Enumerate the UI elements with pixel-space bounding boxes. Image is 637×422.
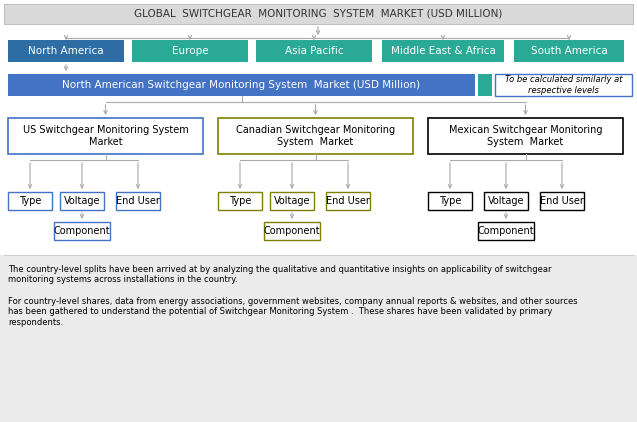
Text: GLOBAL  SWITCHGEAR  MONITORING  SYSTEM  MARKET (USD MILLION): GLOBAL SWITCHGEAR MONITORING SYSTEM MARK…: [134, 9, 503, 19]
Bar: [264, 222, 320, 240]
Text: End User: End User: [540, 196, 584, 206]
Text: Component: Component: [478, 226, 534, 236]
Text: Middle East & Africa: Middle East & Africa: [390, 46, 496, 56]
Bar: [4, 4, 633, 24]
Text: US Switchgear Monitoring System
Market: US Switchgear Monitoring System Market: [23, 125, 189, 147]
Bar: [514, 40, 624, 62]
Bar: [540, 192, 584, 210]
Text: Component: Component: [54, 226, 110, 236]
Bar: [326, 192, 370, 210]
Bar: [478, 74, 492, 96]
Text: Component: Component: [264, 226, 320, 236]
Bar: [428, 118, 623, 154]
Text: Voltage: Voltage: [64, 196, 100, 206]
Bar: [8, 118, 203, 154]
Text: To be calculated similarly at
respective levels: To be calculated similarly at respective…: [505, 75, 622, 95]
Text: North American Switchgear Monitoring System  Market (USD Million): North American Switchgear Monitoring Sys…: [62, 80, 420, 90]
Bar: [218, 192, 262, 210]
Bar: [218, 118, 413, 154]
Bar: [270, 192, 314, 210]
Bar: [8, 192, 52, 210]
Bar: [60, 192, 104, 210]
Bar: [116, 192, 160, 210]
Text: Asia Pacific: Asia Pacific: [285, 46, 343, 56]
Bar: [132, 40, 248, 62]
Text: Europe: Europe: [172, 46, 208, 56]
Bar: [256, 40, 372, 62]
Text: Voltage: Voltage: [274, 196, 310, 206]
Text: South America: South America: [531, 46, 607, 56]
Bar: [478, 222, 534, 240]
Text: Type: Type: [229, 196, 251, 206]
Text: Mexican Switchgear Monitoring
System  Market: Mexican Switchgear Monitoring System Mar…: [448, 125, 602, 147]
Text: Canadian Switchgear Monitoring
System  Market: Canadian Switchgear Monitoring System Ma…: [236, 125, 395, 147]
Text: North America: North America: [28, 46, 104, 56]
Text: The country-level splits have been arrived at by analyzing the qualitative and q: The country-level splits have been arriv…: [8, 265, 552, 284]
Bar: [8, 74, 475, 96]
Text: End User: End User: [116, 196, 160, 206]
Text: Type: Type: [439, 196, 461, 206]
Text: For country-level shares, data from energy associations, government websites, co: For country-level shares, data from ener…: [8, 297, 578, 327]
Bar: [8, 40, 124, 62]
Text: End User: End User: [326, 196, 370, 206]
Bar: [428, 192, 472, 210]
Text: Voltage: Voltage: [488, 196, 524, 206]
Bar: [495, 74, 632, 96]
Text: Type: Type: [19, 196, 41, 206]
Bar: [484, 192, 528, 210]
Bar: [54, 222, 110, 240]
Bar: [382, 40, 504, 62]
Bar: [0, 255, 637, 422]
